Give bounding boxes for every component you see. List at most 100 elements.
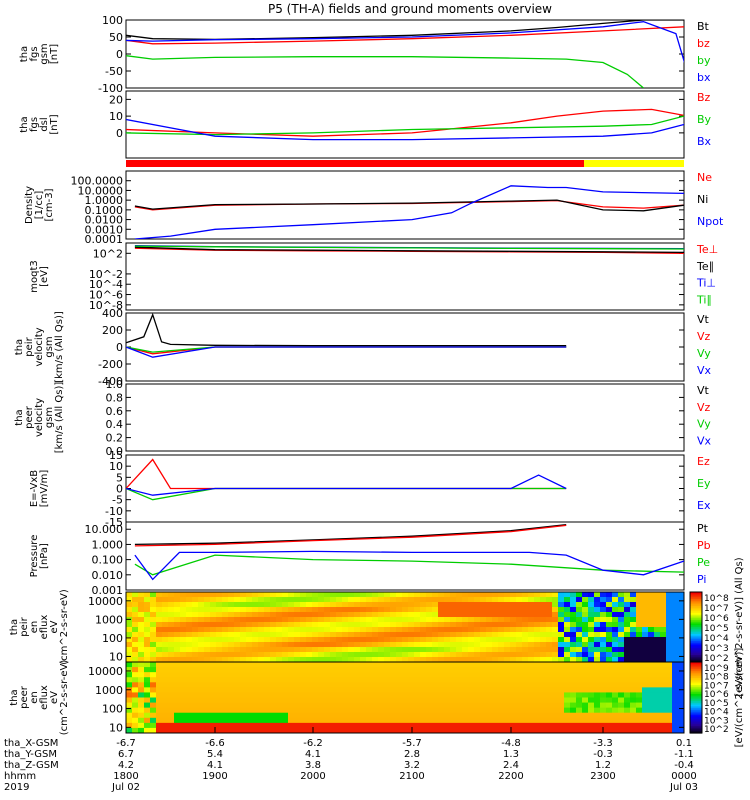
- panel-frame: [125, 661, 685, 734]
- y-axis-label: (cm^2-s-sr-eV): [59, 660, 70, 736]
- y-axis-label: fgs: [29, 117, 40, 132]
- y-axis-label: [km/s (All Qs)]: [54, 311, 65, 383]
- y-tick-label: -100: [98, 82, 123, 95]
- series-Ex: [126, 474, 567, 496]
- colorbar-label: [eV/(cm^2-s-sr-eV)] (All Qs): [734, 557, 745, 696]
- y-axis-label: moqt3: [29, 260, 40, 293]
- panel-frame: [125, 242, 685, 311]
- y-tick-label: 200: [102, 324, 123, 337]
- legend-entry: Vx: [697, 434, 712, 447]
- colorbar-tick-label: 10^8: [704, 673, 729, 683]
- x-tick-label: 2000: [300, 771, 325, 782]
- legend-entry: bz: [697, 37, 710, 50]
- y-tick-label: 10: [109, 460, 123, 473]
- legend-entry: Pi: [697, 573, 706, 586]
- colorbar-tick-label: 10^6: [704, 614, 729, 624]
- y-axis-label: velocity: [34, 327, 45, 366]
- heatmap-cells: [126, 662, 684, 733]
- y-tick-label: 1.0000: [85, 194, 124, 207]
- legend-entry: Vy: [697, 347, 711, 360]
- x-tick-label: 0000: [671, 771, 696, 782]
- y-axis-label: gsm: [44, 407, 55, 428]
- colorbar: 10^910^810^710^610^510^410^310^2 [eV/(cm^…: [689, 648, 745, 748]
- y-axis-label: tha: [9, 689, 20, 705]
- x-tick-label: 4.2: [118, 760, 134, 771]
- legend-entry: Ex: [697, 499, 711, 512]
- y-tick-label: 5: [116, 471, 123, 484]
- series-Bz: [126, 108, 684, 137]
- y-tick-label: 0: [116, 127, 123, 140]
- y-tick-label: 0: [116, 48, 123, 61]
- panel-frame: [125, 383, 685, 452]
- legend-entry: Npot: [697, 215, 724, 228]
- y-tick-label: 0.0: [106, 445, 124, 458]
- legend-entry: Vz: [697, 401, 711, 414]
- legend-entry: bx: [697, 71, 711, 84]
- y-tick-label: 10: [109, 110, 123, 123]
- series-Vx: [126, 346, 567, 358]
- y-axis-label: dsl: [39, 117, 50, 131]
- x-tick-label: 1900: [202, 771, 227, 782]
- y-tick-label: 0.0100: [85, 214, 124, 227]
- y-tick-label: 100: [102, 703, 123, 716]
- x-tick-label: 2200: [498, 771, 523, 782]
- y-tick-label: 0.6: [106, 405, 124, 418]
- y-axis-label: tha: [9, 619, 20, 635]
- y-tick-label: 0.0001: [85, 233, 124, 246]
- legend-entry: By: [697, 113, 712, 126]
- panel-temp: 10^2 10^-210^-410^-610^-8 moqt3 [eV] Te⊥ Te∥ T…: [29, 242, 718, 312]
- colorbar-label: [eV/(cm^2-s-sr-eV)]: [734, 648, 745, 748]
- x-tick-label: Jul 03: [669, 782, 698, 793]
- x-row-label: tha_Z-GSM: [4, 760, 59, 771]
- y-axis-label: [nT]: [49, 44, 60, 64]
- y-tick-label: -15: [105, 516, 123, 529]
- panel-peer_en: 10000 1000 100 10 tha peer en eflux eV (cm^2-s-sr…: [9, 648, 745, 748]
- colorbar-tick-label: 10^3: [704, 644, 729, 654]
- x-tick-label: 1.2: [595, 760, 611, 771]
- y-axis-label: [mV/m]: [39, 470, 50, 508]
- series-bx: [126, 21, 684, 64]
- colorbar-tick-label: 10^7: [704, 681, 729, 691]
- y-tick-label: 10^-2: [89, 268, 123, 281]
- y-tick-label: 1000: [95, 613, 123, 626]
- y-axis-label: [nT]: [49, 114, 60, 134]
- panel-frame: [125, 170, 685, 240]
- y-tick-label: 0.0010: [85, 223, 124, 236]
- colorbar-tick-label: 10^5: [704, 624, 729, 634]
- panel-fgs: 100 50 0 -50 -100 tha fgs gsm [nT] Bt bz by bx: [19, 14, 711, 95]
- y-tick-label: 400: [102, 307, 123, 320]
- series-Ez: [126, 458, 567, 490]
- y-axis-label: [cm-3]: [44, 188, 55, 221]
- y-tick-label: 1000: [95, 684, 123, 697]
- x-tick-label: 3.2: [404, 760, 420, 771]
- legend-entry: Ti∥: [696, 293, 712, 306]
- y-axis-label: peir: [24, 336, 35, 356]
- colorbar-tick-label: 10^2: [704, 725, 729, 735]
- y-tick-label: -10: [105, 505, 123, 518]
- x-tick-label: 0.1: [676, 738, 692, 749]
- colorbar: 10^810^710^610^510^410^310^2 [eV/(cm^2-s-…: [689, 557, 745, 697]
- y-tick-label: 10.000: [85, 523, 124, 536]
- y-tick-label: 10^2: [93, 247, 123, 260]
- panel-pressure: 10.000 1.000 0.100 0.010 0.001 Pressure [nPa] P…: [29, 521, 711, 597]
- x-tick-label: -6.6: [205, 738, 225, 749]
- x-tick-label: 1.3: [503, 749, 519, 760]
- x-tick-label: Jul 02: [111, 782, 140, 793]
- legend-entry: Vt: [697, 384, 710, 397]
- chart-title: P5 (TH-A) fields and ground moments over…: [268, 2, 552, 16]
- y-tick-label: 15: [109, 449, 123, 462]
- y-tick-label: 10: [109, 721, 123, 734]
- x-row-label: tha_Y-GSM: [4, 749, 57, 760]
- x-tick-label: -6.7: [116, 738, 136, 749]
- legend-entry: Bx: [697, 135, 712, 148]
- y-tick-label: -50: [105, 65, 123, 78]
- y-tick-label: 10^-8: [89, 299, 123, 312]
- y-tick-label: 0: [116, 483, 123, 496]
- x-axis: tha_X-GSM -6.7 -6.6 -6.2 -5.7 -4.8 -3.3 0.1 tha_…: [4, 727, 698, 793]
- series-Vt: [126, 313, 567, 347]
- y-tick-label: 0.4: [106, 418, 124, 431]
- series-By: [126, 114, 684, 136]
- status-bar: [126, 160, 684, 167]
